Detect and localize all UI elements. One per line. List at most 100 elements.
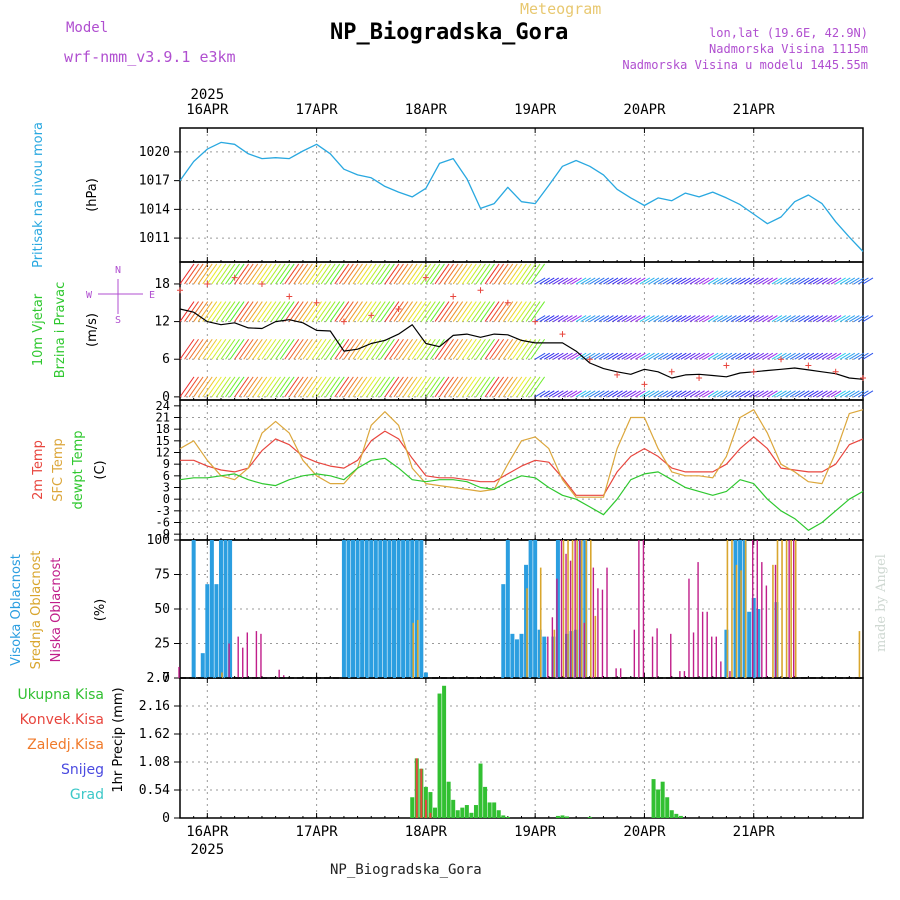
precip-total-bar bbox=[442, 685, 447, 818]
wind-barb bbox=[648, 390, 660, 398]
cloud-low-bar bbox=[651, 636, 654, 678]
temp-dewpt-label: dewpt Temp bbox=[71, 430, 86, 509]
cloud-low-bar bbox=[638, 540, 640, 678]
wind-barb bbox=[530, 263, 546, 285]
wind-barb bbox=[384, 301, 400, 322]
wind-barb bbox=[234, 376, 250, 398]
wind-barb bbox=[357, 338, 372, 360]
wind-barb bbox=[461, 263, 477, 285]
wind-barb bbox=[789, 315, 801, 323]
precip-total-bar bbox=[496, 810, 501, 818]
wind-barb bbox=[853, 315, 865, 323]
wind-barb bbox=[575, 277, 587, 285]
wind-barb bbox=[475, 338, 491, 360]
cloud-high-bar bbox=[565, 633, 570, 678]
wind-barb bbox=[703, 390, 714, 398]
precip-legend-item: Konvek.Kisa bbox=[20, 712, 104, 728]
clouds-ytick-label: 75 bbox=[154, 568, 170, 583]
wind-barb bbox=[803, 352, 815, 360]
wind-barb bbox=[484, 376, 500, 398]
cloud-high-bar bbox=[528, 540, 533, 678]
wind-barb bbox=[671, 315, 683, 323]
wind-barb bbox=[607, 315, 619, 323]
precip-total-bar bbox=[473, 805, 478, 818]
wind-barb bbox=[302, 301, 318, 322]
wind-barb bbox=[275, 338, 291, 360]
wind-barb bbox=[826, 352, 837, 360]
wind-barb bbox=[430, 338, 445, 360]
wind-barb bbox=[502, 301, 518, 322]
precip-total-bar bbox=[464, 805, 469, 818]
wind-barb bbox=[612, 352, 623, 360]
wind-barb bbox=[739, 390, 751, 398]
pressure-frame bbox=[179, 127, 864, 263]
wind-barb bbox=[507, 376, 523, 398]
cloud-high-bar bbox=[756, 609, 761, 678]
wind-barb bbox=[375, 376, 391, 398]
precip-total-bar bbox=[651, 779, 656, 818]
wind-barb bbox=[862, 315, 874, 323]
wind-barb bbox=[621, 315, 632, 323]
wind-barb bbox=[639, 390, 651, 398]
wind-barb bbox=[566, 277, 578, 285]
wind-barb bbox=[821, 277, 833, 285]
wind-barb bbox=[261, 376, 277, 398]
wind-barb bbox=[616, 352, 628, 360]
cloud-low-bar bbox=[569, 560, 572, 678]
wind-barb bbox=[557, 390, 569, 398]
cloud-low-bar bbox=[670, 633, 672, 678]
wind-barb bbox=[480, 263, 495, 285]
wind-barb bbox=[247, 376, 263, 398]
cloud-high-bar bbox=[214, 584, 219, 678]
wind-barb bbox=[584, 390, 596, 398]
wind-barb bbox=[238, 301, 254, 322]
wind-barb bbox=[534, 352, 546, 360]
wind-barb bbox=[598, 315, 610, 323]
wind-barb bbox=[284, 301, 300, 322]
cloud-low-bar bbox=[237, 636, 239, 678]
wind-barb bbox=[589, 390, 601, 398]
wind-barb bbox=[835, 352, 846, 360]
wind-barb bbox=[448, 338, 464, 360]
wind-barb bbox=[862, 352, 874, 360]
cloud-low-bar bbox=[697, 562, 699, 678]
wind-gust-marker bbox=[805, 362, 812, 369]
wind-barb bbox=[329, 263, 345, 285]
wind-barb bbox=[553, 315, 564, 323]
wind-barb bbox=[420, 263, 436, 285]
wind-barb bbox=[229, 376, 245, 398]
wind-barb bbox=[325, 301, 341, 322]
cloud-low-bar bbox=[706, 611, 708, 678]
cloud-low-bar bbox=[601, 589, 604, 678]
bottom-year-label: 2025 bbox=[190, 842, 224, 858]
wind-barb bbox=[407, 338, 423, 360]
wind-barb bbox=[630, 277, 642, 285]
wind-barb bbox=[544, 390, 555, 398]
wind-barb bbox=[703, 352, 714, 360]
wind-barb bbox=[685, 352, 696, 360]
cloud-high-bar bbox=[405, 540, 410, 678]
wind-barb bbox=[220, 376, 236, 398]
precip-total-bar bbox=[555, 815, 560, 818]
wind-barb bbox=[430, 263, 445, 285]
wind-barb bbox=[525, 301, 541, 322]
wind-barb bbox=[225, 376, 240, 398]
wind-barb bbox=[525, 376, 541, 398]
pressure-panel: 1011 1014 1017 1020 bbox=[139, 127, 864, 263]
wind-barb bbox=[676, 315, 687, 323]
wind-barb bbox=[238, 376, 254, 398]
temperature-ytick-label: 24 bbox=[156, 399, 170, 413]
wind-barb bbox=[748, 315, 760, 323]
wind-barb bbox=[261, 263, 277, 285]
wind-barb bbox=[639, 352, 651, 360]
wind-barb bbox=[471, 376, 486, 398]
wind-barb bbox=[370, 338, 386, 360]
wind-barb bbox=[348, 301, 363, 322]
wind-barb bbox=[402, 376, 418, 398]
wind-barb bbox=[197, 301, 213, 322]
wind-barb bbox=[817, 315, 828, 323]
clouds-ytick-label: 0 bbox=[162, 671, 170, 686]
wind-barb bbox=[357, 301, 372, 322]
wind-barb bbox=[580, 315, 591, 323]
model-elevation: Nadmorska Visina u modelu 1445.55m bbox=[622, 58, 868, 72]
